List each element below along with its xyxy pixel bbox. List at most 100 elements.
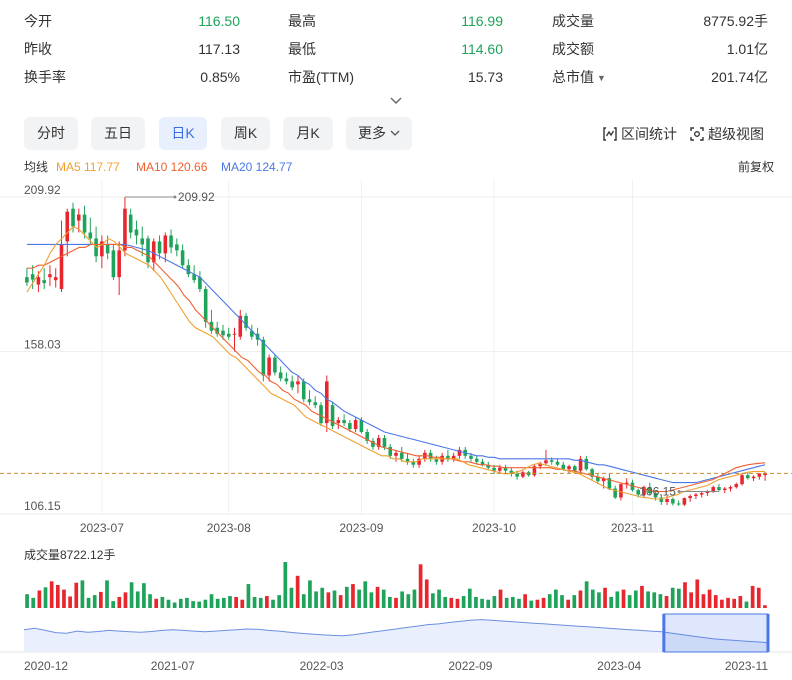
- volume-bar: [80, 580, 85, 608]
- max-price-label: 209.92: [178, 190, 215, 204]
- super-view-button[interactable]: 超级视图: [690, 124, 764, 144]
- open-label: 今开: [24, 13, 52, 29]
- candle-body: [238, 315, 243, 337]
- volume-bar: [375, 586, 380, 608]
- candle-body: [642, 487, 646, 495]
- volume-bar: [234, 596, 238, 608]
- candle-body: [446, 455, 450, 459]
- candle-body: [59, 244, 64, 290]
- candle-body: [186, 265, 191, 275]
- navigator-selection: [663, 613, 769, 653]
- navigator-tick-label: 2020-12: [24, 659, 68, 673]
- candle-body: [607, 478, 612, 489]
- volume-bar: [615, 591, 620, 608]
- volume-bar: [683, 582, 687, 608]
- volume-bar: [43, 587, 48, 608]
- forward-adjust-toggle[interactable]: 前复权: [737, 160, 774, 174]
- market-cap-label[interactable]: 总市值 ▼: [552, 63, 606, 91]
- prev-close-value: 117.13: [198, 41, 240, 57]
- candle-body: [175, 244, 179, 251]
- volume-bar: [197, 601, 202, 608]
- volume-bar: [344, 586, 349, 608]
- volume-bar: [332, 590, 337, 608]
- volume-bar: [185, 597, 189, 608]
- range-navigator[interactable]: 2020-12 2021-07 2022-03 2022-09 2023-04 2023-…: [0, 612, 792, 680]
- navigator-area: [24, 619, 768, 652]
- candle-body: [157, 241, 162, 254]
- y-tick-label: 158.03: [24, 338, 61, 352]
- volume-bar: [517, 598, 521, 608]
- candle-body: [221, 330, 225, 336]
- volume-bar: [560, 595, 564, 608]
- expand-chevron-icon[interactable]: [389, 95, 403, 107]
- candle-body: [232, 333, 237, 335]
- candle-body: [492, 467, 496, 471]
- candle-body: [30, 274, 35, 280]
- candle-body: [348, 423, 352, 430]
- volume-bar: [320, 587, 325, 608]
- candle-body: [151, 241, 156, 263]
- candle-body: [53, 277, 58, 281]
- candle-body: [740, 475, 744, 485]
- tab-five-day[interactable]: 五日: [91, 117, 145, 150]
- navigator-handle-right[interactable]: [766, 614, 770, 652]
- navigator-line: [23, 619, 769, 644]
- volume-bar: [105, 580, 109, 608]
- candle-body: [399, 452, 404, 459]
- candle-body: [682, 498, 687, 505]
- candle-body: [82, 214, 87, 233]
- candle-body: [515, 473, 519, 477]
- navigator-tick-label: 2023-04: [597, 659, 641, 673]
- candle-body: [388, 446, 393, 456]
- volume-bar: [443, 596, 448, 608]
- volume-bar: [523, 594, 527, 608]
- volume-bar: [738, 596, 743, 608]
- candle-body: [198, 277, 202, 290]
- candle-body: [169, 235, 173, 248]
- chevron-down-icon: [390, 130, 400, 136]
- volume-bar: [449, 597, 454, 608]
- candle-body: [728, 487, 733, 489]
- candle-body: [65, 211, 70, 242]
- tab-intraday[interactable]: 分时: [24, 117, 78, 150]
- tab-daily-k[interactable]: 日K: [159, 117, 207, 150]
- x-tick-label: 2023-08: [207, 521, 251, 535]
- candlestick-chart[interactable]: 209.92 158.03 106.15 2023-07 2023-08 2023-09 2…: [0, 180, 792, 542]
- tab-more[interactable]: 更多: [346, 117, 412, 150]
- candle-body: [561, 464, 566, 470]
- candle-body: [411, 461, 416, 465]
- candle-body: [203, 289, 208, 322]
- volume-bar: [160, 596, 165, 608]
- x-tick-label: 2023-11: [611, 521, 654, 535]
- volume-bar: [301, 594, 306, 608]
- candle-body: [261, 339, 266, 376]
- turnover-rate-value: 0.85%: [200, 69, 240, 85]
- tab-monthly-k[interactable]: 月K: [283, 117, 333, 150]
- candle-body: [636, 490, 641, 495]
- min-pointer-dot: [677, 490, 681, 494]
- candle-body: [717, 487, 721, 491]
- volume-bar: [406, 594, 411, 608]
- candle-body: [296, 381, 300, 385]
- volume-bar: [695, 579, 700, 608]
- candle-body: [469, 455, 473, 459]
- navigator-tick-label: 2022-03: [300, 659, 344, 673]
- candle-body: [71, 208, 75, 227]
- range-stats-button[interactable]: 区间统计: [603, 124, 677, 144]
- candle-body: [405, 458, 410, 462]
- volume-bar: [547, 594, 552, 608]
- volume-bar: [437, 589, 441, 608]
- volume-bar: [326, 592, 331, 608]
- volume-bar: [750, 585, 755, 608]
- candle-body: [596, 476, 600, 482]
- volume-bar: [394, 597, 398, 608]
- prev-close-label: 昨收: [24, 41, 52, 57]
- volume-bar: [363, 581, 368, 608]
- candle-body: [48, 274, 52, 278]
- candle-body: [549, 460, 554, 462]
- navigator-handle-left[interactable]: [662, 614, 666, 652]
- tab-weekly-k[interactable]: 周K: [221, 117, 270, 150]
- candle-body: [100, 241, 104, 257]
- candle-body: [659, 497, 664, 502]
- x-tick-label: 2023-10: [472, 521, 516, 535]
